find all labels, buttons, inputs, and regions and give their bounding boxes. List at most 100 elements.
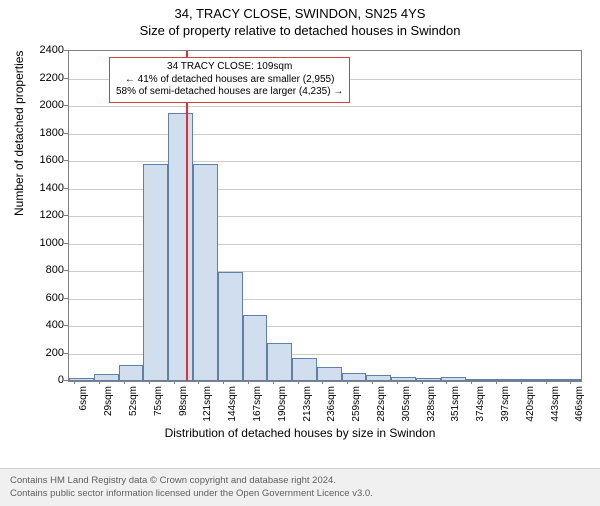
x-tick-label: 213sqm: [302, 386, 313, 422]
histogram-bar: [366, 375, 391, 381]
histogram-bar: [94, 374, 119, 381]
x-tick: [347, 380, 348, 384]
y-tick-label: 800: [24, 264, 64, 276]
y-tick-label: 2200: [24, 72, 64, 84]
y-tick-label: 2400: [24, 44, 64, 56]
x-tick-label: 167sqm: [252, 386, 263, 422]
annotation-line2: ← 41% of detached houses are smaller (2,…: [116, 74, 343, 87]
histogram-bar: [267, 343, 292, 382]
y-tick: [64, 215, 68, 216]
x-tick-label: 374sqm: [475, 386, 486, 422]
plot-area: 34 TRACY CLOSE: 109sqm ← 41% of detached…: [68, 50, 582, 382]
y-tick: [64, 78, 68, 79]
y-tick: [64, 380, 68, 381]
histogram-bar: [416, 378, 441, 381]
title-sub: Size of property relative to detached ho…: [0, 23, 600, 38]
x-tick: [74, 380, 75, 384]
annotation-line1: 34 TRACY CLOSE: 109sqm: [116, 61, 343, 74]
y-tick: [64, 298, 68, 299]
y-tick: [64, 243, 68, 244]
y-tick: [64, 133, 68, 134]
histogram-bar: [490, 379, 515, 381]
x-tick-label: 236sqm: [326, 386, 337, 422]
x-tick-label: 420sqm: [525, 386, 536, 422]
x-tick: [422, 380, 423, 384]
x-tick: [521, 380, 522, 384]
x-tick-label: 121sqm: [202, 386, 213, 422]
y-tick-label: 400: [24, 319, 64, 331]
x-tick: [298, 380, 299, 384]
x-tick-label: 75sqm: [153, 386, 164, 416]
histogram-bar: [218, 272, 243, 381]
gridline: [69, 161, 581, 162]
histogram-bar: [342, 373, 367, 381]
histogram-bar: [391, 377, 416, 381]
gridline: [69, 106, 581, 107]
x-tick: [446, 380, 447, 384]
x-tick-label: 144sqm: [227, 386, 238, 422]
gridline: [69, 134, 581, 135]
histogram-bar: [466, 379, 491, 381]
histogram-bar: [441, 377, 466, 381]
x-tick-label: 305sqm: [401, 386, 412, 422]
annotation-box: 34 TRACY CLOSE: 109sqm ← 41% of detached…: [109, 57, 350, 103]
y-tick: [64, 353, 68, 354]
x-tick: [124, 380, 125, 384]
x-tick: [496, 380, 497, 384]
x-tick-label: 282sqm: [376, 386, 387, 422]
x-axis-label: Distribution of detached houses by size …: [0, 426, 600, 440]
x-tick-label: 6sqm: [78, 386, 89, 410]
histogram-bar: [317, 367, 342, 381]
x-tick: [546, 380, 547, 384]
y-tick-label: 1000: [24, 237, 64, 249]
y-tick: [64, 160, 68, 161]
chart-container: 34, TRACY CLOSE, SWINDON, SN25 4YS Size …: [0, 6, 600, 506]
x-tick-label: 443sqm: [550, 386, 561, 422]
x-tick-label: 397sqm: [500, 386, 511, 422]
histogram-bar: [119, 365, 144, 382]
y-tick-label: 1600: [24, 154, 64, 166]
x-tick-label: 98sqm: [178, 386, 189, 416]
y-tick-label: 0: [24, 374, 64, 386]
x-tick-label: 259sqm: [351, 386, 362, 422]
footer: Contains HM Land Registry data © Crown c…: [0, 468, 600, 506]
y-tick-label: 1400: [24, 182, 64, 194]
x-tick: [174, 380, 175, 384]
y-tick-label: 1800: [24, 127, 64, 139]
x-tick-label: 190sqm: [277, 386, 288, 422]
histogram-bar: [143, 164, 168, 381]
x-tick: [322, 380, 323, 384]
x-tick: [99, 380, 100, 384]
x-tick-label: 328sqm: [426, 386, 437, 422]
y-tick: [64, 270, 68, 271]
x-tick-label: 466sqm: [574, 386, 585, 422]
y-tick-label: 2000: [24, 99, 64, 111]
x-tick: [471, 380, 472, 384]
y-tick-label: 600: [24, 292, 64, 304]
x-tick-label: 29sqm: [103, 386, 114, 416]
footer-line1: Contains HM Land Registry data © Crown c…: [10, 475, 590, 487]
x-tick: [248, 380, 249, 384]
x-tick: [372, 380, 373, 384]
title-main: 34, TRACY CLOSE, SWINDON, SN25 4YS: [0, 6, 600, 21]
histogram-bar: [168, 113, 193, 381]
y-tick: [64, 105, 68, 106]
histogram-bar: [243, 315, 268, 381]
x-tick: [149, 380, 150, 384]
footer-line2: Contains public sector information licen…: [10, 488, 590, 500]
y-tick-label: 1200: [24, 209, 64, 221]
histogram-bar: [69, 378, 94, 381]
y-tick: [64, 50, 68, 51]
x-tick-label: 351sqm: [450, 386, 461, 422]
histogram-bar: [193, 164, 218, 381]
x-tick: [198, 380, 199, 384]
x-tick: [273, 380, 274, 384]
x-tick: [570, 380, 571, 384]
histogram-bar: [292, 358, 317, 381]
y-tick: [64, 325, 68, 326]
x-tick: [223, 380, 224, 384]
y-tick-label: 200: [24, 347, 64, 359]
y-tick: [64, 188, 68, 189]
histogram-bar: [565, 379, 581, 381]
x-tick: [397, 380, 398, 384]
